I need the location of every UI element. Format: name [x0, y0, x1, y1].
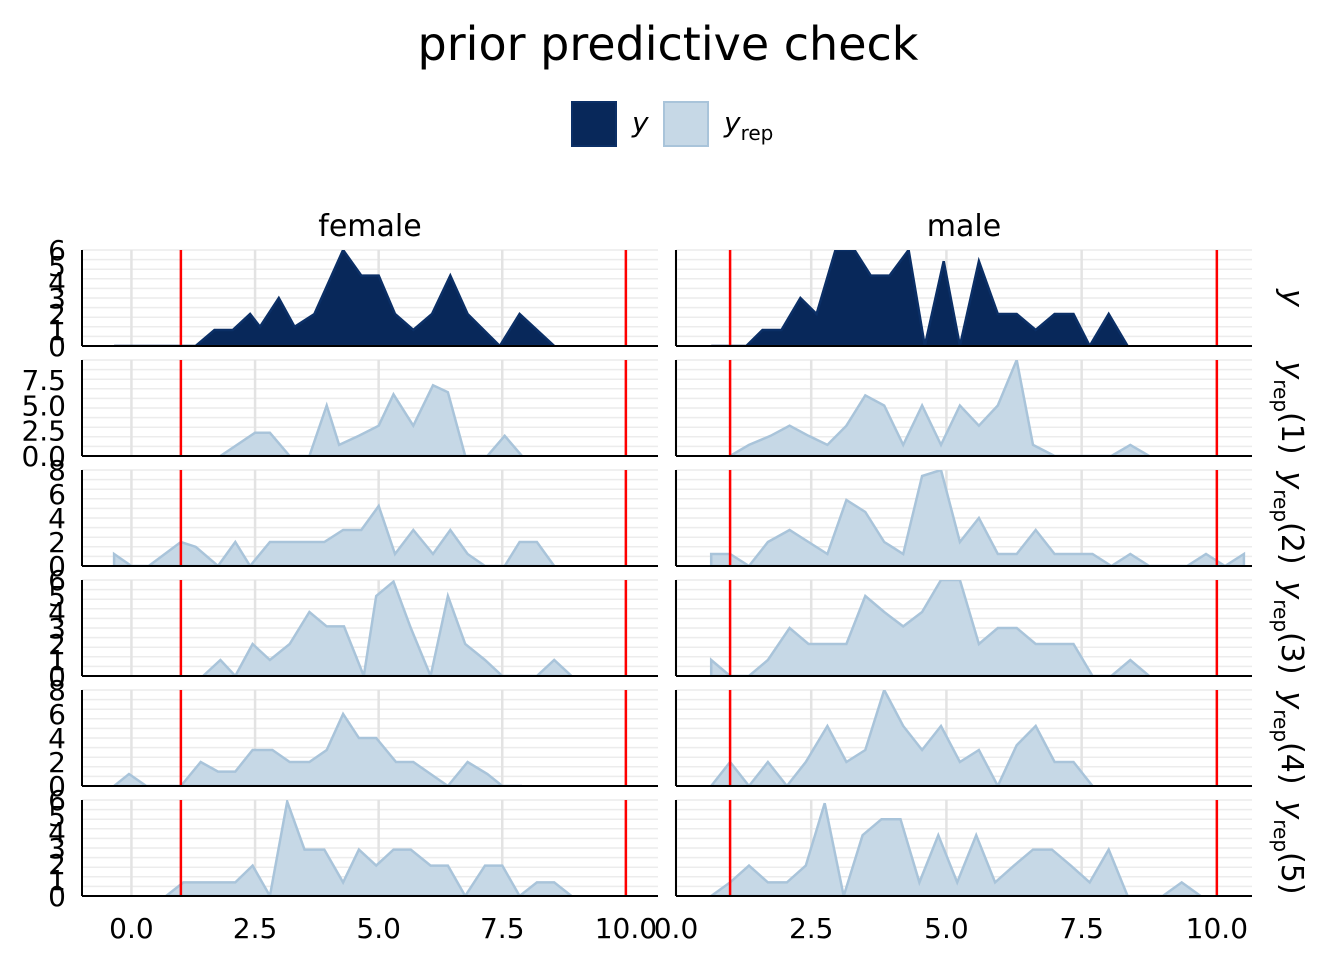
y-tick-label: 8 [48, 454, 66, 487]
y-tick-label: 4 [48, 816, 66, 849]
facet-panels [81, 249, 1252, 897]
y-tick-label: 0 [48, 880, 66, 913]
y-tick-label: 5 [48, 250, 66, 283]
y-tick-label: 4 [48, 502, 66, 535]
y-tick-label: 7.5 [21, 364, 66, 397]
x-tick-label: 0.0 [109, 912, 154, 945]
panel-female-yrep-3 [81, 579, 658, 677]
y-tick-label: 4 [48, 722, 66, 755]
y-tick-label: 2 [48, 526, 66, 559]
x-tick-label: 10.0 [1186, 912, 1248, 945]
y-tick-label: 6 [48, 698, 66, 731]
legend-swatch-yrep [663, 101, 709, 147]
panel-male-yrep-2 [674, 469, 1252, 567]
row-strip-yrep-3: yrep(3) [1269, 580, 1309, 674]
y-tick-label: 3 [48, 832, 66, 865]
legend: y yrep [571, 101, 773, 147]
y-tick-label: 3 [48, 612, 66, 645]
x-tick-label: 7.5 [480, 912, 525, 945]
row-strips: y yrep(1) yrep(2) yrep(3) yrep(4) yrep(5) [1269, 288, 1309, 894]
y-tick-label: 5.0 [21, 389, 66, 422]
panel-female-y [81, 249, 658, 347]
x-tick-label: 0.0 [654, 912, 699, 945]
y-tick-label: 6 [48, 478, 66, 511]
area-y-rep-5 [162, 800, 575, 897]
y-tick-label: 4 [48, 596, 66, 629]
y-tick-label: 2 [48, 298, 66, 331]
area-y-rep-3 [709, 580, 1153, 677]
x-tick-labels: 0.0 2.5 5.0 7.5 10.00.0 2.5 5.0 7.5 10.0 [109, 912, 1248, 945]
area-y [711, 250, 1130, 347]
y-tick-label: 5 [48, 800, 66, 833]
y-tick-label: 8 [48, 674, 66, 707]
x-tick-label: 7.5 [1059, 912, 1104, 945]
panel-male-yrep-4 [674, 689, 1252, 787]
panel-female-yrep-2 [81, 469, 658, 567]
column-strip-male: male [927, 209, 1001, 244]
x-tick-label: 5.0 [924, 912, 969, 945]
y-tick-label: 6 [48, 564, 66, 597]
y-tick-label: 6 [48, 784, 66, 817]
y-tick-label: 1 [48, 314, 66, 347]
column-strip-female: female [318, 209, 421, 244]
panel-female-yrep-4 [81, 689, 658, 787]
row-strip-y: y [1274, 288, 1309, 308]
y-tick-label: 2.5 [21, 415, 66, 448]
x-tick-label: 5.0 [356, 912, 401, 945]
area-y-rep-4 [708, 690, 1095, 787]
legend-label-yrep: yrep [723, 106, 773, 145]
column-strips: female male [318, 209, 1001, 244]
panel-male-yrep-5 [674, 799, 1252, 897]
y-tick-label: 6 [48, 234, 66, 267]
chart-title: prior predictive check [418, 17, 919, 71]
panel-female-yrep-1 [81, 359, 658, 457]
row-strip-yrep-5: yrep(5) [1269, 800, 1309, 894]
y-tick-label: 0.0 [21, 440, 66, 473]
panel-female-yrep-5 [81, 799, 658, 897]
y-tick-label: 0 [48, 770, 66, 803]
panel-male-yrep-3 [674, 579, 1252, 677]
y-tick-label: 0 [48, 330, 66, 363]
area-y-rep-5 [707, 802, 1205, 897]
legend-swatch-y [571, 101, 617, 147]
y-tick-label: 5 [48, 580, 66, 613]
panel-male-y [674, 249, 1252, 347]
y-tick-label: 1 [48, 644, 66, 677]
area-y-rep-4 [110, 711, 522, 787]
y-tick-label: 0 [48, 660, 66, 693]
y-tick-label: 2 [48, 746, 66, 779]
row-strip-yrep-2: yrep(2) [1269, 470, 1309, 564]
area-y-rep-3 [200, 580, 575, 677]
x-tick-label: 2.5 [233, 912, 278, 945]
y-tick-label: 2 [48, 628, 66, 661]
panel-male-yrep-1 [674, 359, 1252, 457]
x-tick-label: 10.0 [595, 912, 657, 945]
area-y [114, 250, 558, 347]
legend-label-y: y [631, 106, 649, 139]
y-tick-labels: 01234560.02.55.07.5024680123456024680123… [21, 234, 66, 913]
x-tick-label: 2.5 [789, 912, 834, 945]
y-tick-label: 4 [48, 266, 66, 299]
y-tick-label: 0 [48, 550, 66, 583]
row-strip-yrep-1: yrep(1) [1269, 360, 1309, 454]
row-strip-yrep-4: yrep(4) [1269, 690, 1309, 784]
y-tick-label: 1 [48, 864, 66, 897]
area-y-rep-1 [216, 383, 525, 457]
y-tick-label: 2 [48, 848, 66, 881]
y-tick-label: 3 [48, 282, 66, 315]
